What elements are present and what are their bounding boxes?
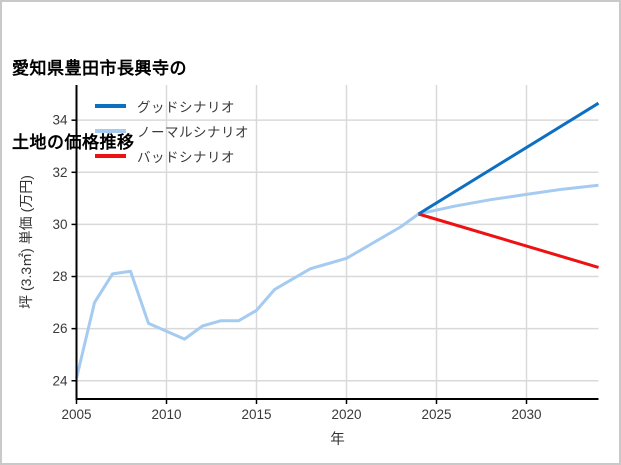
chart-legend: グッドシナリオ ノーマルシナリオ バッドシナリオ <box>95 93 249 168</box>
legend-item-good-scenario: グッドシナリオ <box>95 93 249 118</box>
legend-label-bad: バッドシナリオ <box>137 149 235 165</box>
good-scenario-line-icon <box>95 103 126 108</box>
page-title: 愛知県豊田市長興寺の 土地の価格推移 <box>12 8 187 205</box>
title-line-1: 愛知県豊田市長興寺の <box>12 59 187 79</box>
y-axis-label: 坪 (3.3㎡) 単価 (万円) <box>18 175 34 309</box>
x-tick-label: 2020 <box>331 407 361 422</box>
series-line-バッドシナリオ <box>418 212 599 269</box>
x-tick-label: 2015 <box>241 407 271 422</box>
legend-label-good: グッドシナリオ <box>137 99 235 115</box>
x-axis-label: 年 <box>330 432 345 448</box>
title-line-2: 土地の価格推移 <box>12 133 135 153</box>
legend-label-normal: ノーマルシナリオ <box>137 124 249 140</box>
y-tick-label: 28 <box>52 269 67 284</box>
bad-scenario-line-icon <box>95 153 126 158</box>
x-tick-label: 2005 <box>61 407 91 422</box>
y-tick-label: 24 <box>52 373 68 388</box>
legend-item-bad-scenario: バッドシナリオ <box>95 143 249 168</box>
x-tick-label: 2010 <box>151 407 181 422</box>
y-tick-label: 30 <box>52 217 67 232</box>
series-line-ノーマルシナリオ <box>75 183 599 379</box>
normal-scenario-line-icon <box>95 128 126 133</box>
x-tick-label: 2025 <box>421 407 451 422</box>
legend-item-normal-scenario: ノーマルシナリオ <box>95 118 249 143</box>
y-tick-label: 26 <box>52 321 67 336</box>
y-tick-label: 32 <box>52 165 67 180</box>
series-line-グッドシナリオ <box>417 101 600 216</box>
y-tick-label: 34 <box>52 113 68 128</box>
x-tick-label: 2030 <box>511 407 541 422</box>
